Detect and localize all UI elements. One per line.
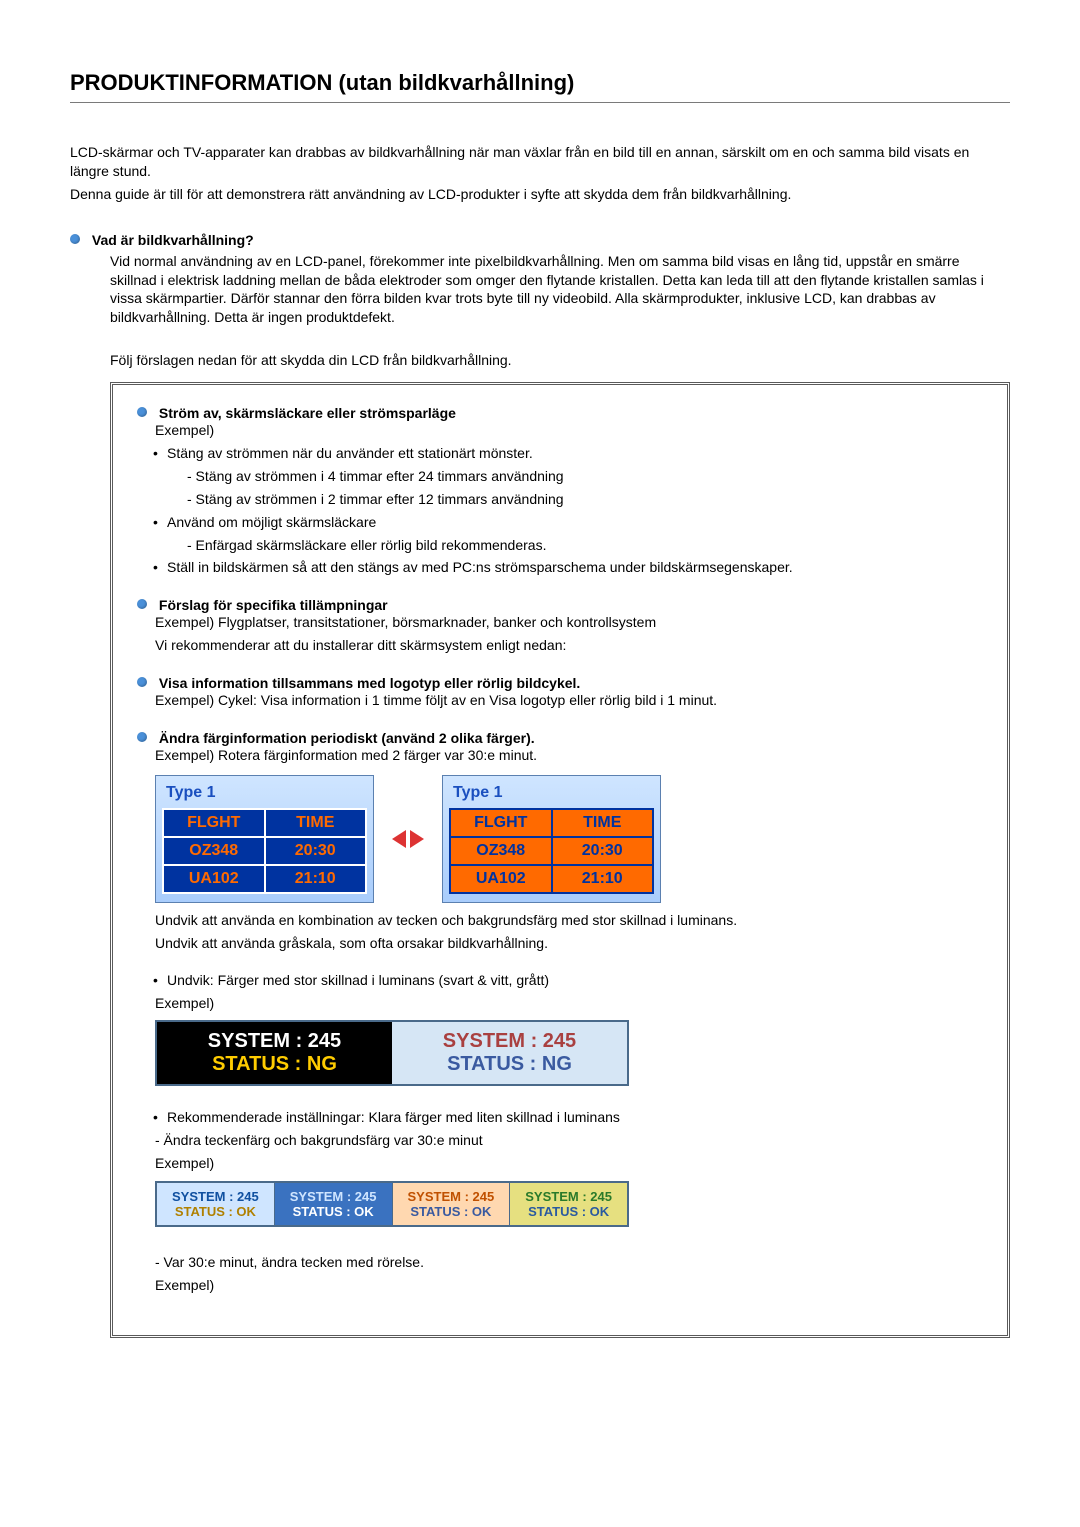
ok0-l1: SYSTEM : 245: [159, 1189, 272, 1204]
box-b-heading-row: Förslag för specifika tillämpningar: [137, 597, 983, 613]
ok2-l1: SYSTEM : 245: [395, 1189, 508, 1204]
box-d-l1: Exempel) Rotera färginformation med 2 fä…: [155, 746, 983, 765]
ok-row: SYSTEM : 245 STATUS : OK SYSTEM : 245 ST…: [155, 1181, 629, 1227]
type1-label-b: Type 1: [449, 782, 654, 808]
box-b-l2: Vi rekommenderar att du installerar ditt…: [155, 636, 983, 655]
box-c-heading: Visa information tillsammans med logotyp…: [159, 675, 580, 691]
fh-a2: TIME: [265, 809, 367, 837]
sys-dark-l1: SYSTEM : 245: [161, 1030, 388, 1053]
after-t1-p2: Undvik att använda gråskala, som ofta or…: [155, 934, 983, 953]
box-a-b2: Använd om möjligt skärmsläckare: [155, 513, 983, 532]
fa-r1c1: OZ348: [163, 837, 265, 865]
ok1-l2: STATUS : OK: [277, 1204, 390, 1219]
tail-l1: - Var 30:e minut, ändra tecken med rörel…: [155, 1253, 983, 1272]
rec-b1: Rekommenderade inställningar: Klara färg…: [155, 1108, 983, 1127]
fh-a1: FLGHT: [163, 809, 265, 837]
fb-r1c2: 20:30: [552, 837, 654, 865]
rec-l1: - Ändra teckenfärg och bakgrundsfärg var…: [155, 1131, 983, 1150]
section-1-follow: Följ förslagen nedan för att skydda din …: [110, 351, 1010, 370]
type1-label-a: Type 1: [162, 782, 367, 808]
fb-r1c1: OZ348: [450, 837, 552, 865]
system-contrast-row: SYSTEM : 245 STATUS : NG SYSTEM : 245 ST…: [155, 1020, 629, 1086]
section-1-heading-row: Vad är bildkvarhållning?: [70, 232, 1010, 248]
ok-box-2: SYSTEM : 245 STATUS : OK: [393, 1183, 511, 1225]
bullet-icon: [137, 407, 147, 417]
ok3-l1: SYSTEM : 245: [512, 1189, 625, 1204]
fh-b2: TIME: [552, 809, 654, 837]
bullet-icon: [137, 599, 147, 609]
box-a-example: Exempel): [155, 421, 983, 440]
section-1-body: Vid normal användning av en LCD-panel, f…: [70, 252, 1010, 370]
section-1-heading: Vad är bildkvarhållning?: [92, 232, 254, 248]
bullet-icon: [137, 732, 147, 742]
ok1-l1: SYSTEM : 245: [277, 1189, 390, 1204]
avoid-ex: Exempel): [155, 994, 983, 1013]
flight-table-b: FLGHTTIME OZ34820:30 UA10221:10: [449, 808, 654, 894]
system-light: SYSTEM : 245 STATUS : NG: [392, 1022, 627, 1084]
box-d-heading-row: Ändra färginformation periodiskt (använd…: [137, 730, 983, 746]
ok-box-0: SYSTEM : 245 STATUS : OK: [157, 1183, 275, 1225]
box-b-l1: Exempel) Flygplatser, transitstationer, …: [155, 613, 983, 632]
box-a-heading-row: Ström av, skärmsläckare eller strömsparl…: [137, 405, 983, 421]
box-a-b3: Ställ in bildskärmen så att den stängs a…: [155, 558, 983, 577]
rec-ex: Exempel): [155, 1154, 983, 1173]
type1-row: Type 1 FLGHTTIME OZ34820:30 UA10221:10 T…: [155, 775, 983, 903]
box-c-heading-row: Visa information tillsammans med logotyp…: [137, 675, 983, 691]
avoid-b1: Undvik: Färger med stor skillnad i lumin…: [155, 971, 983, 990]
box-a-heading: Ström av, skärmsläckare eller strömsparl…: [159, 405, 456, 421]
intro-p2: Denna guide är till för att demonstrera …: [70, 185, 1010, 204]
ok2-l2: STATUS : OK: [395, 1204, 508, 1219]
fa-r1c2: 20:30: [265, 837, 367, 865]
fa-r2c2: 21:10: [265, 865, 367, 893]
box-a-b1b: - Stäng av strömmen i 2 timmar efter 12 …: [155, 490, 983, 509]
sys-light-l1: SYSTEM : 245: [396, 1030, 623, 1053]
box-a-b2a: - Enfärgad skärmsläckare eller rörlig bi…: [155, 536, 983, 555]
section-1-text: Vid normal användning av en LCD-panel, f…: [110, 252, 1010, 328]
type1-card-b: Type 1 FLGHTTIME OZ34820:30 UA10221:10: [442, 775, 661, 903]
box-b-heading: Förslag för specifika tillämpningar: [159, 597, 388, 613]
sys-light-l2: STATUS : NG: [396, 1053, 623, 1076]
sys-dark-l2: STATUS : NG: [161, 1053, 388, 1076]
ok0-l2: STATUS : OK: [159, 1204, 272, 1219]
ok-box-3: SYSTEM : 245 STATUS : OK: [510, 1183, 627, 1225]
ok3-l2: STATUS : OK: [512, 1204, 625, 1219]
fa-r2c1: UA102: [163, 865, 265, 893]
swap-arrows-icon: [392, 830, 424, 848]
fh-b1: FLGHT: [450, 809, 552, 837]
rule: [70, 102, 1010, 103]
intro-p1: LCD-skärmar och TV-apparater kan drabbas…: [70, 143, 1010, 181]
intro-block: LCD-skärmar och TV-apparater kan drabbas…: [70, 143, 1010, 204]
box-a-b1a: - Stäng av strömmen i 4 timmar efter 24 …: [155, 467, 983, 486]
bullet-icon: [70, 234, 80, 244]
fb-r2c2: 21:10: [552, 865, 654, 893]
fb-r2c1: UA102: [450, 865, 552, 893]
page-title: PRODUKTINFORMATION (utan bildkvarhållnin…: [70, 70, 1010, 96]
bullet-icon: [137, 677, 147, 687]
type1-card-a: Type 1 FLGHTTIME OZ34820:30 UA10221:10: [155, 775, 374, 903]
ok-box-1: SYSTEM : 245 STATUS : OK: [275, 1183, 393, 1225]
boxed-section: Ström av, skärmsläckare eller strömsparl…: [110, 382, 1010, 1338]
flight-table-a: FLGHTTIME OZ34820:30 UA10221:10: [162, 808, 367, 894]
document-page: PRODUKTINFORMATION (utan bildkvarhållnin…: [0, 0, 1080, 1398]
after-t1-p1: Undvik att använda en kombination av tec…: [155, 911, 983, 930]
box-d-heading: Ändra färginformation periodiskt (använd…: [159, 730, 535, 746]
tail-ex: Exempel): [155, 1276, 983, 1295]
system-dark: SYSTEM : 245 STATUS : NG: [157, 1022, 392, 1084]
box-a-b1: Stäng av strömmen när du använder ett st…: [155, 444, 983, 463]
box-c-l1: Exempel) Cykel: Visa information i 1 tim…: [155, 691, 983, 710]
